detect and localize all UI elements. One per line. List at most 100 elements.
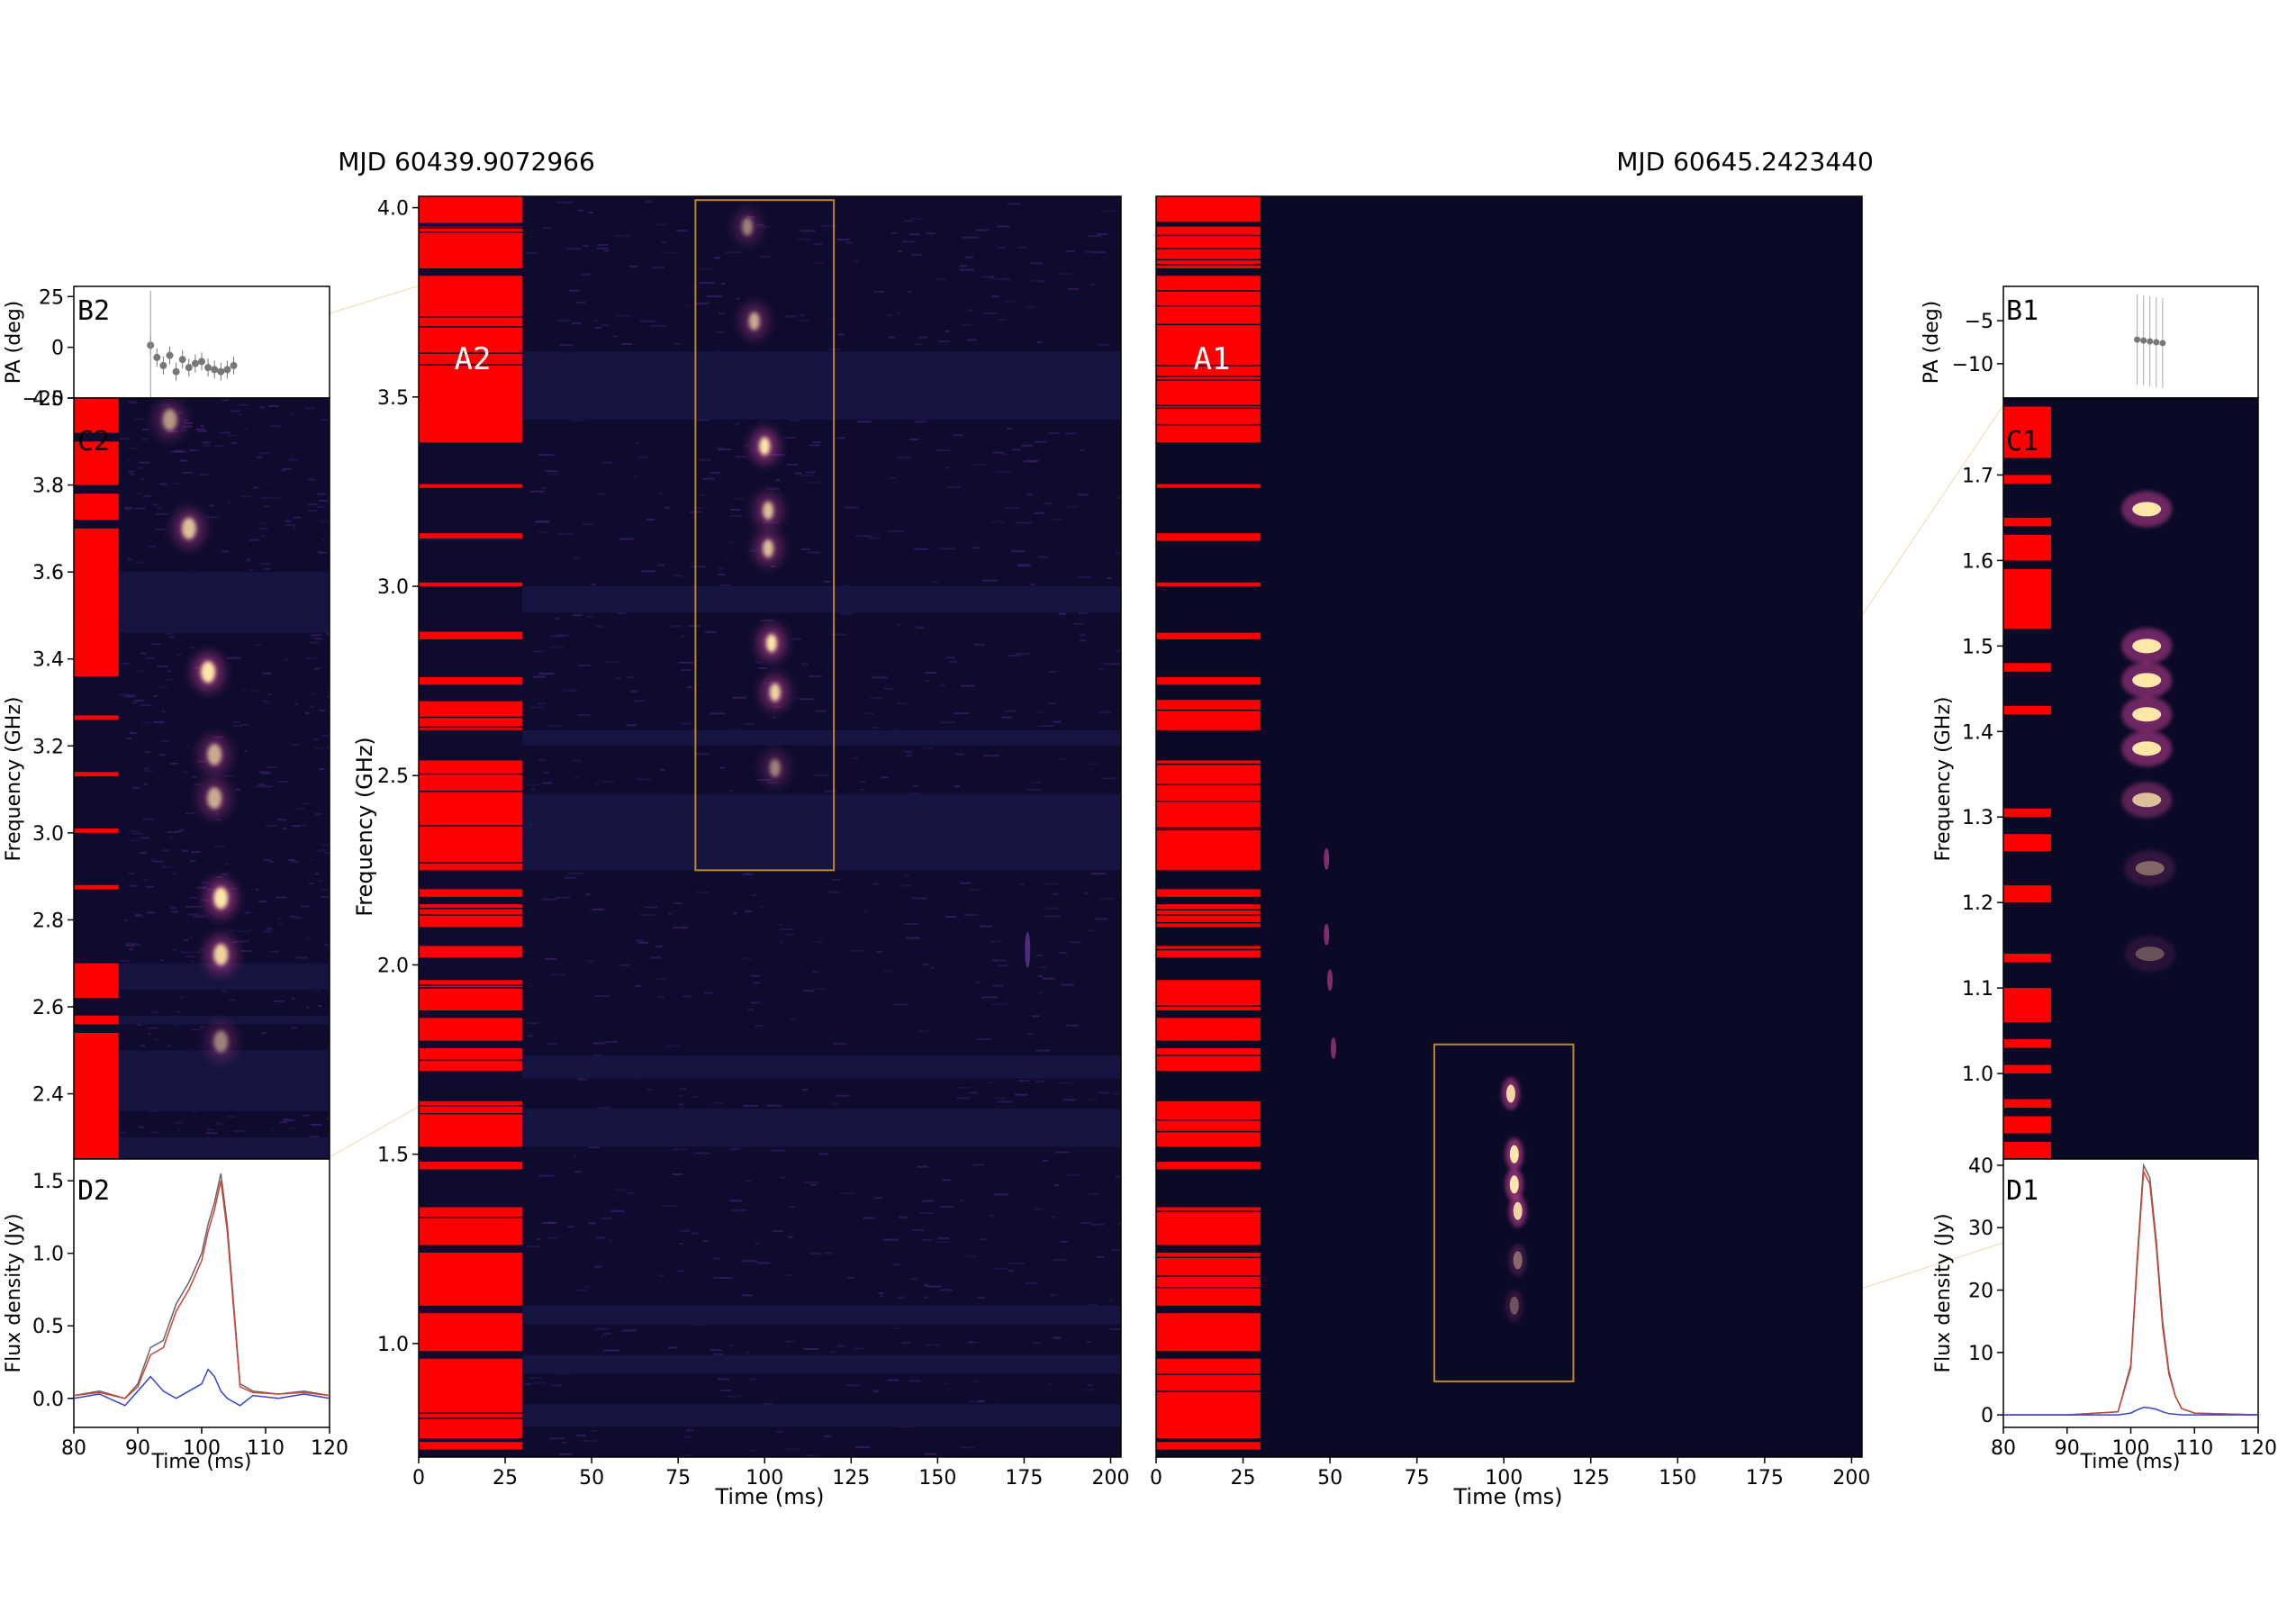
a2-noise-speck [915,626,925,629]
a2-noise-speck [657,1274,664,1277]
a2-noise-speck [902,240,916,243]
c2-noise-speck [161,711,166,713]
c2-noise-speck [267,928,273,930]
a2-noise-speck [728,1395,743,1398]
a2-noise-speck [524,1382,531,1385]
a2-noise-speck [880,1295,884,1298]
a2-noise-speck [635,939,644,942]
c1-burst-core [2135,861,2165,876]
c2-noise-speck [131,832,143,835]
a2-noise-speck [661,240,666,243]
a2-noise-speck [896,456,912,458]
a2-noise-speck [884,687,894,690]
c2-noise-speck [128,873,135,875]
a2-flag-gap [419,987,523,989]
a1-flag-band [1156,1207,1261,1245]
a2-noise-speck [990,521,1005,523]
a2-noise-speck [582,1440,598,1443]
c2-noise-speck [191,775,197,778]
c2-noise-speck [303,1114,311,1117]
c2-noise-speck [127,458,131,461]
a2-noise-speck [1004,507,1019,510]
a2-flag-gap [419,620,523,623]
a1-burst-core [1513,1201,1523,1220]
a2-burst-core [742,217,754,236]
a2-noise-speck [831,878,841,881]
a2-noise-speck [1052,720,1062,723]
c2-noise-speck [137,466,143,469]
d2-y-label: Flux density (Jy) [3,1213,25,1372]
a2-noise-speck [621,342,633,345]
a2-noise-speck [1088,1192,1099,1195]
a1-flag-gap [1156,234,1261,237]
a2-noise-speck [745,873,750,875]
d1-x-ticks: 80 90 100 110 120 [1991,1427,2277,1460]
c2-noise-speck [236,929,247,932]
c2-noise-speck [295,956,308,959]
c2-noise-speck [140,704,151,707]
a2-noise-speck [812,971,818,974]
a2-noise-speck [1052,518,1062,521]
a1-zoom-box [1433,1043,1575,1382]
a2-noise-speck [721,283,726,285]
a2-noise-speck [645,200,652,203]
a2-noise-speck [566,248,582,250]
a2-noise-speck [807,551,821,554]
c2-noise-speck [314,812,322,815]
b2-pa-point [178,356,186,364]
a2-flag-gap [419,1412,523,1414]
c2-noise-speck [143,767,150,770]
c2-noise-speck [135,915,145,918]
c2-noise-speck [140,652,147,655]
a2-noise-speck [733,497,746,500]
c2-noise-speck [320,889,330,892]
c2-noise-speck [176,1121,184,1124]
a2-noise-speck [783,436,796,439]
a2-flag-gap [419,1074,523,1077]
c2-noise-speck [149,1131,158,1134]
b1-pa-point [2140,337,2147,344]
x-tick-label: 100 [746,1467,783,1490]
a2-flagged-band [522,729,1121,746]
x-tick-label: 125 [1572,1467,1610,1490]
a2-noise-speck [1021,444,1034,447]
a2-noise-speck [883,970,894,973]
a2-noise-speck [922,964,929,966]
a1-flag-gap [1156,1118,1261,1121]
a1-flag-gap [1156,323,1261,326]
a2-noise-speck [680,926,687,928]
c2-noise-speck [316,493,326,495]
a2-noise-speck [588,1146,600,1149]
a2-noise-speck [751,893,758,896]
a2-noise-speck [1088,763,1099,765]
c2-noise-speck [267,693,272,696]
a2-noise-speck [770,1149,786,1152]
a2-noise-speck [749,1378,758,1381]
a2-noise-speck [926,232,936,235]
y-tick-label: 1.5 [1962,636,1993,658]
a2-flag-gap [419,862,523,864]
a2-noise-speck [1080,449,1085,452]
a2-noise-speck [693,286,701,289]
c2-flag-band [74,772,119,777]
c1-flag-band [2003,954,2052,963]
a1-flag-band [1156,1047,1261,1072]
a2-noise-speck [678,1107,684,1109]
x-tick-label: 80 [1991,1437,2016,1460]
c2-noise-speck [165,678,173,681]
a2-noise-speck [1113,1092,1121,1095]
a2-noise-speck [538,702,547,705]
c1-flag-band [2003,885,2052,903]
c2-noise-speck [326,1118,330,1120]
a2-noise-speck [979,1238,987,1241]
y-tick-label: 3.0 [377,576,409,599]
a2-noise-speck [963,913,979,916]
a2-noise-speck [825,1252,833,1254]
a2-noise-speck [779,1176,786,1179]
a2-noise-speck [1053,892,1059,895]
c2-noise-speck [292,825,301,828]
c2-noise-speck [180,996,185,999]
a2-noise-speck [1030,584,1035,586]
c2-flag-band [74,1015,119,1025]
a2-noise-speck [969,889,981,892]
